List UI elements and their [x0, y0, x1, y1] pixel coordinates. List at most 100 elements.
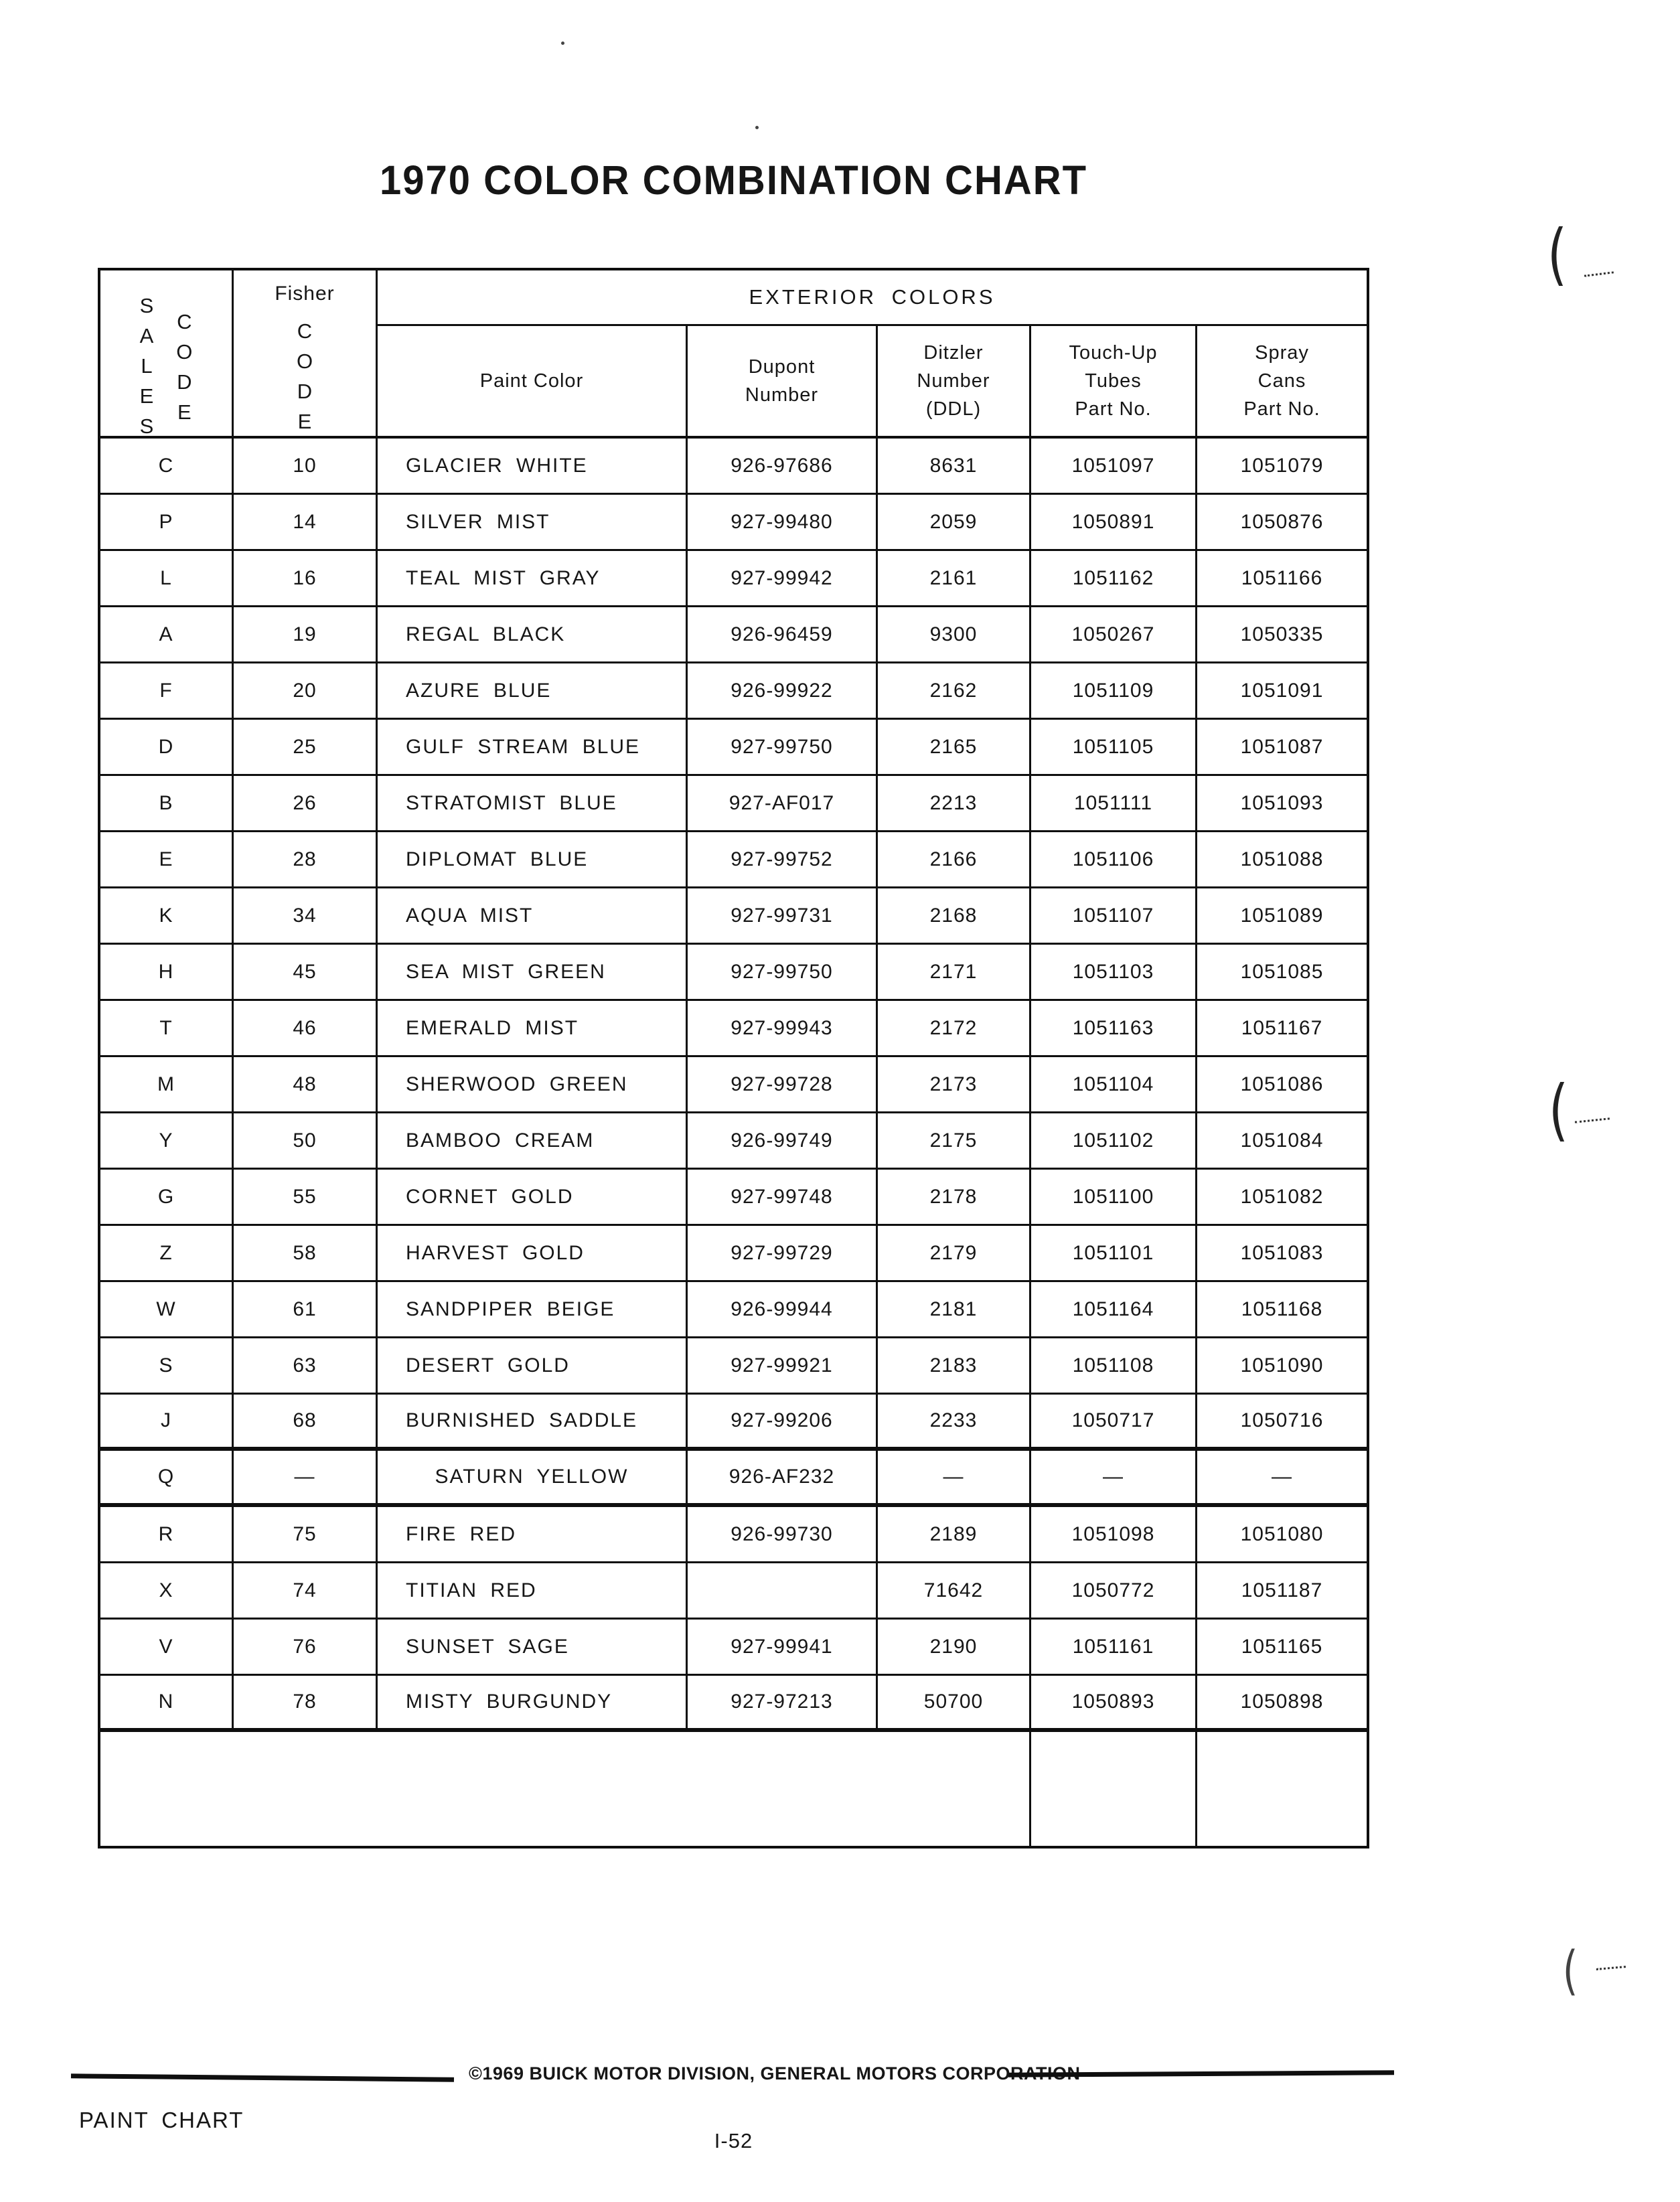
ditzler-number-cell: 2213 — [878, 776, 1031, 832]
sales-code-cell: G — [100, 1170, 234, 1226]
spray-cans-cell: — — [1197, 1451, 1367, 1507]
scan-speck — [561, 42, 564, 45]
touchup-tubes-cell: 1051097 — [1031, 439, 1197, 495]
ditzler-number-cell: 2162 — [878, 663, 1031, 720]
sales-code-cell: S — [100, 1338, 234, 1395]
paint-color-cell: TITIAN RED — [378, 1563, 688, 1620]
ditzler-number-cell: 50700 — [878, 1676, 1031, 1732]
fisher-code-cell: 63 — [234, 1338, 378, 1395]
fisher-code-cell: 19 — [234, 607, 378, 663]
column-header-ditzler-number: Ditzler Number (DDL) — [878, 326, 1031, 439]
ditzler-number-cell: — — [878, 1451, 1031, 1507]
ditzler-number-cell: 2179 — [878, 1226, 1031, 1282]
dupont-number-cell: 926-99730 — [688, 1507, 878, 1563]
paint-color-cell: SILVER MIST — [378, 495, 688, 551]
sales-code-cell: J — [100, 1395, 234, 1451]
column-header-dupont-number: Dupont Number — [688, 326, 878, 439]
dupont-number-cell: 927-99729 — [688, 1226, 878, 1282]
spray-cans-cell: 1051087 — [1197, 720, 1367, 776]
dupont-number-cell: 927-99750 — [688, 945, 878, 1001]
column-header-spray-cans: Spray Cans Part No. — [1197, 326, 1367, 439]
touchup-tubes-cell: 1050717 — [1031, 1395, 1197, 1451]
paint-color-cell: MISTY BURGUNDY — [378, 1676, 688, 1732]
sales-code-cell: R — [100, 1507, 234, 1563]
dupont-number-cell: 926-AF232 — [688, 1451, 878, 1507]
ditzler-number-cell: 2165 — [878, 720, 1031, 776]
scan-artifact-mark-3 — [1596, 1966, 1626, 1970]
spray-cans-cell: 1051085 — [1197, 945, 1367, 1001]
dupont-number-cell: 927-99206 — [688, 1395, 878, 1451]
sales-code-cell: A — [100, 607, 234, 663]
spray-cans-cell: 1051167 — [1197, 1001, 1367, 1057]
paint-color-cell: DESERT GOLD — [378, 1338, 688, 1395]
dupont-number-cell: 926-99944 — [688, 1282, 878, 1338]
spray-cans-cell: 1051187 — [1197, 1563, 1367, 1620]
paint-color-cell: EMERALD MIST — [378, 1001, 688, 1057]
sales-code-word-sales: S A L E S — [139, 294, 154, 438]
paint-color-cell: GULF STREAM BLUE — [378, 720, 688, 776]
sales-code-cell: Z — [100, 1226, 234, 1282]
dupont-number-cell: 927-97213 — [688, 1676, 878, 1732]
dupont-number-cell: 926-97686 — [688, 439, 878, 495]
paint-color-cell: SANDPIPER BEIGE — [378, 1282, 688, 1338]
paint-color-cell: SUNSET SAGE — [378, 1620, 688, 1676]
paint-color-cell: SHERWOOD GREEN — [378, 1057, 688, 1113]
fisher-code-cell: 16 — [234, 551, 378, 607]
fisher-code-cell: 55 — [234, 1170, 378, 1226]
paint-color-cell: GLACIER WHITE — [378, 439, 688, 495]
touchup-tubes-cell: 1051109 — [1031, 663, 1197, 720]
sales-code-cell: M — [100, 1057, 234, 1113]
touchup-tubes-cell: 1051161 — [1031, 1620, 1197, 1676]
paint-color-cell: SATURN YELLOW — [378, 1451, 688, 1507]
fisher-code-cell: 58 — [234, 1226, 378, 1282]
fisher-code-cell: 26 — [234, 776, 378, 832]
ditzler-number-cell: 2189 — [878, 1507, 1031, 1563]
spray-cans-cell: 1051086 — [1197, 1057, 1367, 1113]
empty-row-spray-cell — [1197, 1732, 1367, 1846]
sales-code-word-code: C O D E — [176, 310, 193, 424]
sales-code-cell: L — [100, 551, 234, 607]
dupont-number-cell: 927-99480 — [688, 495, 878, 551]
touchup-tubes-cell: 1051098 — [1031, 1507, 1197, 1563]
sales-code-cell: H — [100, 945, 234, 1001]
sales-code-cell: F — [100, 663, 234, 720]
fisher-code-cell: — — [234, 1451, 378, 1507]
sales-code-cell: C — [100, 439, 234, 495]
paint-color-cell: SEA MIST GREEN — [378, 945, 688, 1001]
fisher-code-cell: 50 — [234, 1113, 378, 1170]
scan-artifact-mark-1 — [1584, 271, 1614, 277]
dupont-number-cell: 927-99943 — [688, 1001, 878, 1057]
spray-cans-cell: 1051080 — [1197, 1507, 1367, 1563]
scan-artifact-paren-1: ( — [1547, 215, 1568, 293]
touchup-tubes-cell: 1051106 — [1031, 832, 1197, 888]
touchup-tubes-cell: 1050772 — [1031, 1563, 1197, 1620]
ditzler-number-cell: 2175 — [878, 1113, 1031, 1170]
fisher-code-cell: 34 — [234, 888, 378, 945]
touchup-tubes-cell: 1050267 — [1031, 607, 1197, 663]
dupont-number-cell: 927-AF017 — [688, 776, 878, 832]
fisher-code-cell: 46 — [234, 1001, 378, 1057]
fisher-code-cell: 61 — [234, 1282, 378, 1338]
spray-cans-cell: 1050335 — [1197, 607, 1367, 663]
paint-color-cell: AZURE BLUE — [378, 663, 688, 720]
footer-copyright: ©1969 BUICK MOTOR DIVISION, GENERAL MOTO… — [469, 2063, 1081, 2083]
touchup-tubes-cell: 1051103 — [1031, 945, 1197, 1001]
fisher-code-cell: 14 — [234, 495, 378, 551]
touchup-tubes-cell: 1051104 — [1031, 1057, 1197, 1113]
dupont-number-cell: 927-99942 — [688, 551, 878, 607]
ditzler-number-cell: 2168 — [878, 888, 1031, 945]
ditzler-number-cell: 2166 — [878, 832, 1031, 888]
dupont-number-cell: 927-99748 — [688, 1170, 878, 1226]
ditzler-number-cell: 71642 — [878, 1563, 1031, 1620]
column-header-paint-color: Paint Color — [378, 326, 688, 439]
spray-cans-cell: 1051091 — [1197, 663, 1367, 720]
fisher-code-cell: 74 — [234, 1563, 378, 1620]
sales-code-cell: V — [100, 1620, 234, 1676]
spray-cans-cell: 1050898 — [1197, 1676, 1367, 1732]
paint-color-cell: HARVEST GOLD — [378, 1226, 688, 1282]
spray-cans-cell: 1051088 — [1197, 832, 1367, 888]
empty-row-left-cell — [100, 1732, 1031, 1846]
paint-color-cell: REGAL BLACK — [378, 607, 688, 663]
ditzler-number-cell: 9300 — [878, 607, 1031, 663]
sales-code-cell: Y — [100, 1113, 234, 1170]
